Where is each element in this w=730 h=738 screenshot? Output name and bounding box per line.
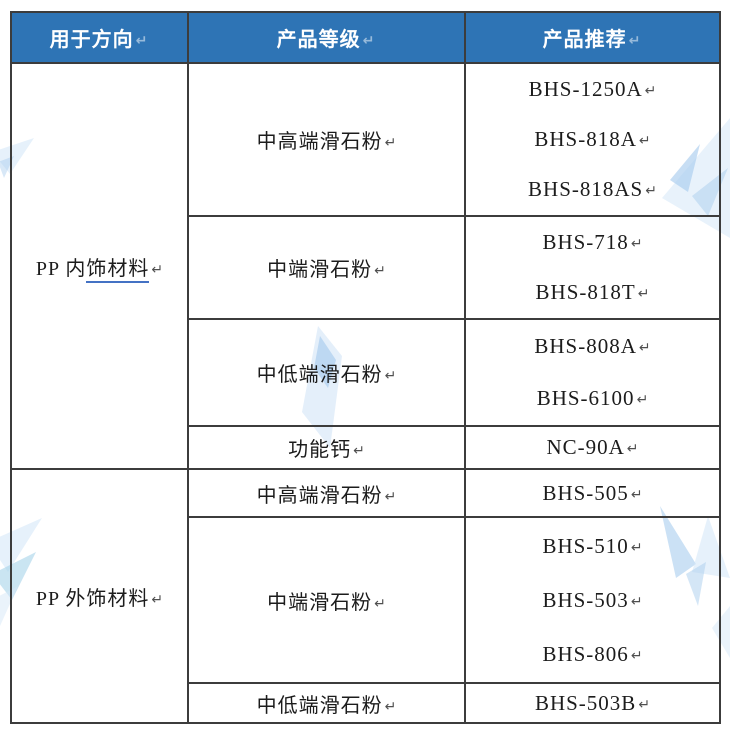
line-break-mark: ↵ <box>636 391 649 408</box>
grade-text: 中低端滑石粉 <box>256 694 383 717</box>
product-list: BHS-718 ↵ BHS-818T ↵ <box>466 218 719 317</box>
cell-grade: 中端滑石粉 ↵ <box>187 516 466 684</box>
grade-text: 中端滑石粉 <box>267 591 373 614</box>
cell-products: BHS-808A ↵ BHS-6100 ↵ <box>464 318 721 427</box>
product-list: BHS-1250A ↵ BHS-818A ↵ BHS-818AS ↵ <box>466 65 719 214</box>
product-list: BHS-808A ↵ BHS-6100 ↵ <box>466 321 719 424</box>
product-code: BHS-505 <box>542 480 629 505</box>
cell-products: BHS-503B ↵ <box>464 682 721 724</box>
line-break-mark: ↵ <box>630 539 643 556</box>
header-label: 用于方向 <box>49 29 134 51</box>
product-item: BHS-808A ↵ <box>534 334 650 359</box>
direction-text-underlined: 饰材料 <box>86 257 150 283</box>
line-break-mark: ↵ <box>384 488 397 505</box>
header-cell-recommendation: 产品推荐 ↵ <box>464 11 721 64</box>
product-item: BHS-818T ↵ <box>536 280 650 305</box>
cell-grade: 中高端滑石粉 ↵ <box>187 468 466 518</box>
cell-grade: 中低端滑石粉 ↵ <box>187 682 466 724</box>
product-code: BHS-806 <box>542 641 629 666</box>
header-cell-direction: 用于方向 ↵ <box>10 11 189 64</box>
product-code: BHS-503B <box>534 690 637 715</box>
line-break-mark: ↵ <box>630 593 643 610</box>
line-break-mark: ↵ <box>630 236 643 253</box>
product-code: BHS-510 <box>542 533 629 558</box>
line-break-mark: ↵ <box>374 595 386 612</box>
direction-text: PP 外饰材料 <box>35 587 150 610</box>
line-break-mark: ↵ <box>151 261 164 278</box>
cell-products: BHS-718 ↵ BHS-818T ↵ <box>464 215 721 320</box>
product-list: BHS-510 ↵ BHS-503 ↵ BHS-806 ↵ <box>466 519 719 681</box>
grade-text: 中高端滑石粉 <box>256 484 383 507</box>
line-break-mark: ↵ <box>135 33 150 49</box>
direction-text: PP 内 <box>35 257 87 280</box>
product-item: BHS-503 ↵ <box>542 588 642 613</box>
table-row: PP 内饰材料 ↵ 中高端滑石粉 ↵ BHS-1250A ↵ BHS-818A ↵ BH… <box>10 62 721 470</box>
cell-grade: 功能钙 ↵ <box>187 425 466 470</box>
line-break-mark: ↵ <box>644 83 657 100</box>
line-break-mark: ↵ <box>630 647 643 664</box>
product-code: BHS-6100 <box>536 385 635 410</box>
line-break-mark: ↵ <box>637 285 650 302</box>
line-break-mark: ↵ <box>151 591 164 608</box>
line-break-mark: ↵ <box>628 33 643 49</box>
line-break-mark: ↵ <box>630 486 643 503</box>
product-code: BHS-818A <box>534 126 637 151</box>
grade-text: 功能钙 <box>288 439 352 461</box>
table-row: 中端滑石粉 ↵ BHS-718 ↵ BHS-818T ↵ <box>11 215 721 320</box>
line-break-mark: ↵ <box>638 696 651 713</box>
product-code: BHS-808A <box>534 334 637 359</box>
cell-grade: 中低端滑石粉 ↵ <box>187 318 466 427</box>
cell-products: NC-90A ↵ <box>464 425 721 470</box>
product-item: BHS-806 ↵ <box>542 642 642 667</box>
line-break-mark: ↵ <box>626 441 639 457</box>
table-row: PP 外饰材料 ↵ 中高端滑石粉 ↵ BHS-505 ↵ <box>10 468 721 724</box>
product-item: BHS-510 ↵ <box>542 534 642 559</box>
table-header-row: 用于方向 ↵ 产品等级 ↵ 产品推荐 ↵ <box>10 11 721 64</box>
line-break-mark: ↵ <box>384 368 397 384</box>
header-label: 产品推荐 <box>542 29 627 51</box>
product-code: BHS-818T <box>535 279 636 304</box>
product-code: BHS-818AS <box>528 176 644 201</box>
cell-direction-interior: PP 内饰材料 ↵ <box>10 62 189 470</box>
line-break-mark: ↵ <box>362 33 377 49</box>
product-item: BHS-818A ↵ <box>534 127 650 152</box>
header-label: 产品等级 <box>276 29 361 51</box>
product-code: NC-90A <box>546 435 625 459</box>
product-code: BHS-718 <box>542 230 629 255</box>
header-cell-grade: 产品等级 ↵ <box>187 11 466 64</box>
line-break-mark: ↵ <box>638 132 651 149</box>
product-recommendation-table: 用于方向 ↵ 产品等级 ↵ 产品推荐 ↵ PP 内饰材料 ↵ 中高端滑石粉 ↵ BHS-1… <box>10 11 721 724</box>
cell-products: BHS-505 ↵ <box>464 468 721 518</box>
line-break-mark: ↵ <box>353 443 365 459</box>
cell-products: BHS-1250A ↵ BHS-818A ↵ BHS-818AS ↵ <box>464 62 721 217</box>
grade-text: 中端滑石粉 <box>267 259 373 281</box>
product-item: BHS-1250A ↵ <box>529 77 657 102</box>
product-item: BHS-6100 ↵ <box>537 386 649 411</box>
cell-grade: 中端滑石粉 ↵ <box>187 215 466 320</box>
product-item: BHS-818AS ↵ <box>528 177 657 202</box>
grade-text: 中低端滑石粉 <box>256 364 383 386</box>
product-code: BHS-1250A <box>528 77 643 102</box>
product-code: BHS-503 <box>542 587 629 612</box>
grade-text: 中高端滑石粉 <box>256 131 383 153</box>
line-break-mark: ↵ <box>645 182 657 199</box>
product-item: BHS-718 ↵ <box>542 230 642 255</box>
line-break-mark: ↵ <box>384 135 397 151</box>
line-break-mark: ↵ <box>374 263 386 279</box>
line-break-mark: ↵ <box>384 698 397 715</box>
cell-products: BHS-510 ↵ BHS-503 ↵ BHS-806 ↵ <box>464 516 721 684</box>
line-break-mark: ↵ <box>638 340 651 357</box>
cell-grade: 中高端滑石粉 ↵ <box>187 62 466 217</box>
cell-direction-exterior: PP 外饰材料 ↵ <box>10 468 189 724</box>
table-row: 中低端滑石粉 ↵ BHS-503B ↵ <box>11 682 721 724</box>
